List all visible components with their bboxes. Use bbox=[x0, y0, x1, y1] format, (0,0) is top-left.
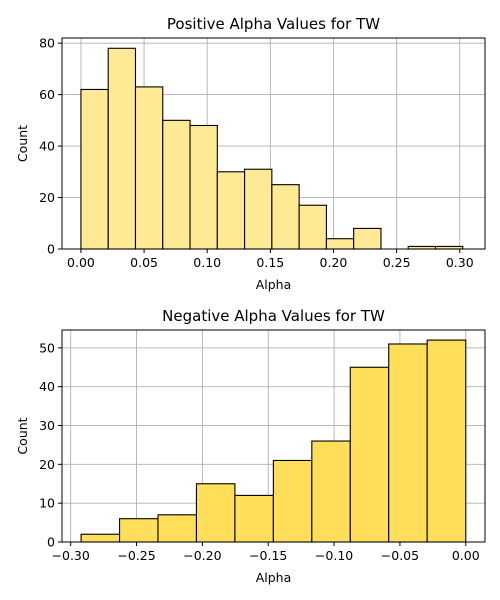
y-tick-label: 20 bbox=[39, 457, 55, 472]
histogram-bar bbox=[119, 518, 159, 543]
y-tick-label: 40 bbox=[39, 139, 55, 154]
x-tick-label: 0.15 bbox=[256, 255, 284, 270]
x-tick-label: −0.15 bbox=[249, 548, 287, 563]
histogram-bar bbox=[195, 483, 236, 543]
y-axis-label: Count bbox=[15, 125, 30, 162]
negative-alpha-histogram: Negative Alpha Values for TW Alpha Count… bbox=[15, 307, 486, 585]
x-tick-label: −0.30 bbox=[52, 548, 90, 563]
y-tick-label: 10 bbox=[39, 496, 55, 511]
histogram-bar bbox=[271, 184, 300, 250]
chart-title: Negative Alpha Values for TW bbox=[162, 307, 385, 325]
y-tick-label: 50 bbox=[39, 340, 55, 355]
y-tick-label: 20 bbox=[39, 190, 55, 205]
x-tick-label: 0.00 bbox=[67, 255, 95, 270]
histogram-bar bbox=[244, 168, 273, 250]
histogram-bar bbox=[426, 339, 467, 543]
y-tick-label: 0 bbox=[47, 535, 55, 550]
histogram-bar bbox=[80, 88, 109, 250]
histogram-bar bbox=[189, 124, 218, 250]
histogram-bar bbox=[157, 514, 198, 543]
x-tick-label: −0.05 bbox=[381, 548, 419, 563]
x-tick-label: 0.25 bbox=[383, 255, 411, 270]
histogram-bar bbox=[311, 440, 351, 543]
x-tick-label: 0.00 bbox=[452, 548, 480, 563]
histogram-bar bbox=[272, 459, 313, 543]
x-axis-label: Alpha bbox=[256, 570, 292, 585]
y-tick-label: 80 bbox=[39, 36, 55, 51]
histogram-bar bbox=[388, 343, 428, 543]
y-tick-label: 60 bbox=[39, 87, 55, 102]
histogram-bar bbox=[325, 238, 355, 250]
histogram-bar bbox=[353, 227, 382, 250]
histogram-bar bbox=[216, 171, 246, 250]
x-axis-label: Alpha bbox=[256, 277, 292, 292]
y-tick-label: 30 bbox=[39, 418, 55, 433]
y-tick-label: 40 bbox=[39, 379, 55, 394]
axes-frame bbox=[61, 37, 486, 250]
histogram-bar bbox=[162, 119, 191, 250]
x-tick-label: 0.30 bbox=[446, 255, 474, 270]
x-tick-label: 0.05 bbox=[130, 255, 158, 270]
histogram-bar bbox=[134, 86, 164, 250]
positive-alpha-histogram: Positive Alpha Values for TW Alpha Count… bbox=[15, 15, 486, 292]
y-axis-label: Count bbox=[15, 417, 30, 454]
histogram-bar bbox=[107, 47, 137, 250]
histogram-bar bbox=[234, 494, 274, 543]
x-tick-label: 0.20 bbox=[320, 255, 348, 270]
x-tick-label: −0.25 bbox=[117, 548, 155, 563]
histogram-bar bbox=[80, 533, 121, 543]
x-tick-label: −0.10 bbox=[315, 548, 353, 563]
axes-frame bbox=[61, 329, 486, 543]
x-tick-label: 0.10 bbox=[193, 255, 221, 270]
chart-title: Positive Alpha Values for TW bbox=[167, 15, 380, 33]
x-tick-label: −0.20 bbox=[183, 548, 221, 563]
histogram-bar bbox=[298, 204, 327, 250]
histogram-bar bbox=[349, 366, 390, 543]
y-tick-label: 0 bbox=[47, 242, 55, 257]
